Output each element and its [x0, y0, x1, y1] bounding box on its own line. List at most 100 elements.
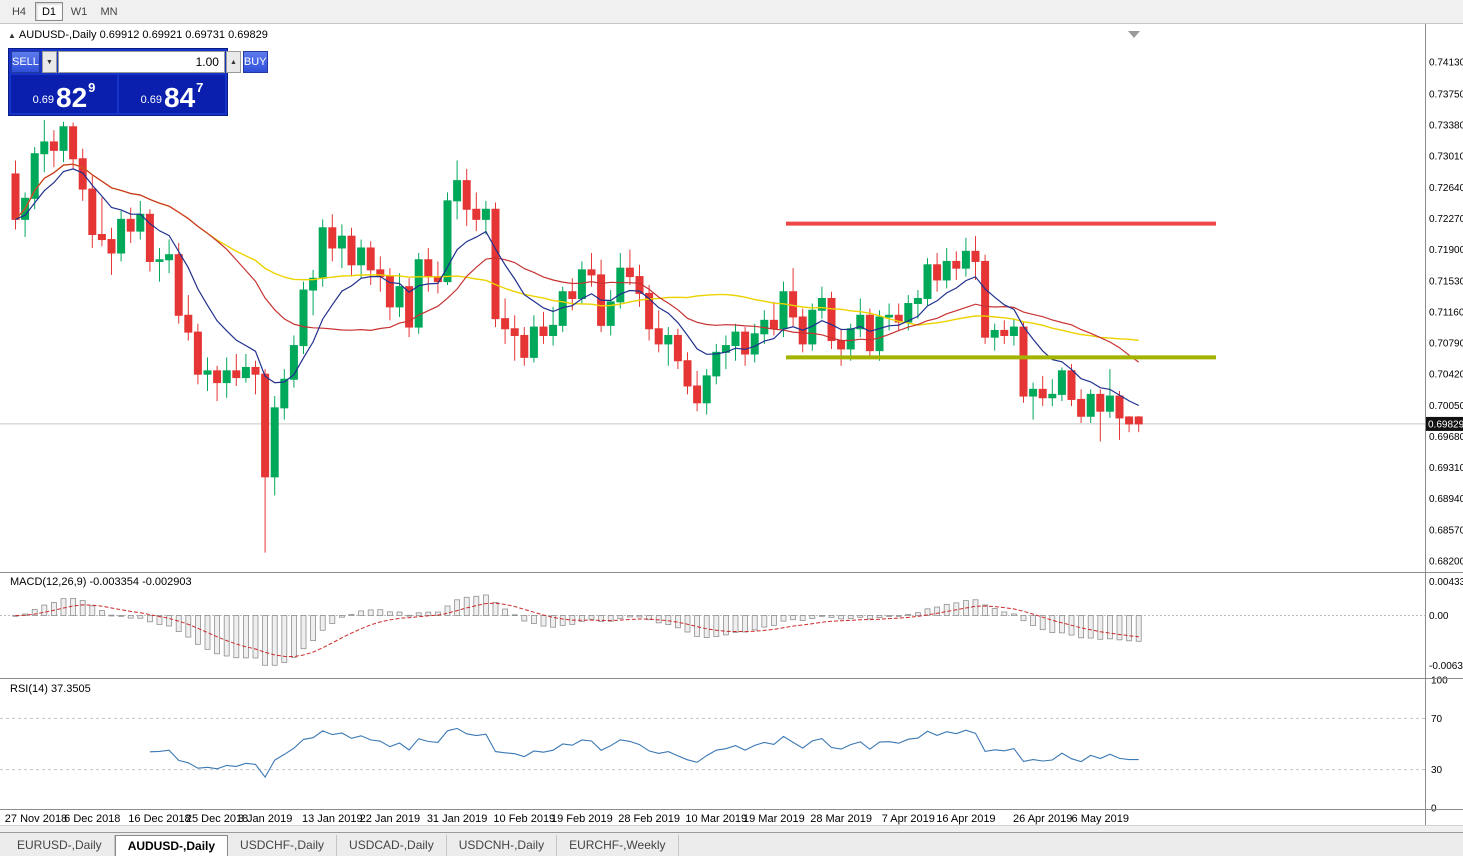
timeframe-button-mn[interactable]: MN [95, 2, 123, 21]
macd-bar [742, 615, 748, 633]
date-axis-label: 19 Mar 2019 [743, 813, 805, 825]
candle [107, 239, 116, 254]
candle [625, 267, 634, 278]
timeframe-button-d1[interactable]: D1 [35, 2, 63, 21]
sell-price-big: 82 [56, 82, 88, 113]
rsi-line [149, 727, 1139, 779]
candle [856, 314, 865, 330]
macd-bar [1126, 615, 1132, 642]
date-axis-label: 3 Jan 2019 [238, 813, 292, 825]
candle [645, 292, 654, 330]
candle [203, 370, 212, 375]
chart-tab-usdcnh-daily[interactable]: USDCNH-,Daily [447, 835, 558, 856]
ohlc-readout: 0.69912 0.69921 0.69731 0.69829 [99, 29, 268, 41]
buy-button[interactable]: BUY [242, 51, 268, 73]
chart-tab-audusd-daily[interactable]: AUDUSD-,Daily [114, 835, 229, 856]
candle [837, 340, 846, 350]
macd-axis-label: -0.006371 [1429, 661, 1463, 672]
volume-decrease-button[interactable]: ▼ [41, 51, 57, 73]
candle [155, 259, 164, 262]
candle [1000, 329, 1009, 336]
candle [30, 153, 39, 199]
date-axis-label: 6 May 2019 [1072, 813, 1129, 825]
candle [1057, 370, 1066, 395]
volume-input[interactable] [57, 51, 225, 73]
candle [174, 254, 183, 316]
current-price-tag [1426, 416, 1463, 431]
rsi-axis-label: 30 [1431, 765, 1443, 776]
price-axis-label: 0.71530 [1429, 276, 1463, 287]
price-axis-label: 0.73010 [1429, 152, 1463, 163]
candle [961, 250, 970, 269]
candle [529, 326, 538, 358]
candle [424, 259, 433, 278]
sell-button[interactable]: SELL [11, 51, 40, 73]
macd-bar [1059, 615, 1065, 634]
candle [1067, 370, 1076, 400]
candle [606, 301, 615, 326]
candle [261, 373, 270, 478]
macd-bar [233, 615, 240, 659]
candle [385, 276, 394, 308]
macd-bar [771, 615, 777, 626]
scroll-shift-marker[interactable] [1128, 31, 1140, 38]
volume-increase-button[interactable]: ▲ [225, 51, 241, 73]
rsi-axis-label: 70 [1431, 714, 1443, 725]
candle [1038, 388, 1047, 399]
sell-price-display[interactable]: 0.69 82 9 [11, 75, 117, 113]
ma-mid-line [15, 163, 1140, 363]
timeframe-button-h4[interactable]: H4 [5, 2, 33, 21]
macd-bar [185, 615, 192, 638]
macd-bar [1049, 615, 1056, 633]
price-axis-label: 0.71160 [1429, 307, 1463, 318]
candle [616, 267, 625, 303]
date-axis-label: 16 Dec 2018 [128, 813, 190, 825]
macd-bar [1097, 615, 1104, 640]
macd-bar [751, 615, 758, 631]
chart-tab-eurusd-daily[interactable]: EURUSD-,Daily [5, 835, 115, 856]
buy-price-display[interactable]: 0.69 84 7 [119, 75, 225, 113]
macd-bar [550, 615, 556, 628]
macd-bar [694, 615, 700, 637]
macd-bar [406, 614, 413, 617]
macd-bar [358, 610, 365, 616]
candle [357, 247, 366, 266]
date-axis-label: 25 Dec 2018 [186, 813, 248, 825]
macd-bar [665, 615, 672, 626]
macd-bar [703, 615, 710, 638]
macd-bar [386, 611, 393, 616]
horizontal-scroll-strip[interactable] [0, 825, 1463, 832]
macd-bar [329, 615, 336, 624]
timeframe-button-w1[interactable]: W1 [65, 2, 93, 21]
chart-tab-usdchf-daily[interactable]: USDCHF-,Daily [228, 835, 338, 856]
one-click-trading-panel: SELL ▼ ▲ BUY 0.69 82 9 0.69 84 7 [8, 48, 268, 116]
candle [654, 328, 663, 345]
chart-tab-eurchf-weekly[interactable]: EURCHF-,Weekly [557, 835, 679, 856]
candle [40, 141, 49, 155]
candle [1096, 393, 1105, 412]
price-axis-label: 0.70420 [1429, 370, 1463, 381]
chart-title: ▲ AUDUSD-,Daily 0.69912 0.69921 0.69731 0… [8, 29, 268, 41]
macd-bar [271, 615, 278, 666]
date-axis-label: 10 Mar 2019 [685, 813, 747, 825]
macd-bar [1039, 615, 1046, 631]
collapse-panel-icon[interactable]: ▲ [8, 31, 16, 40]
candle [577, 269, 586, 299]
candle [1115, 395, 1124, 419]
chart-tab-usdcad-daily[interactable]: USDCAD-,Daily [337, 835, 447, 856]
candle [885, 314, 894, 318]
macd-bar [204, 615, 211, 650]
price-axis-label: 0.72270 [1429, 214, 1463, 225]
macd-bar [867, 615, 873, 620]
candle [69, 126, 78, 160]
macd-bar [799, 615, 806, 621]
macd-bar [991, 608, 998, 616]
candle [299, 289, 308, 347]
candle [309, 277, 318, 291]
candle [510, 328, 519, 336]
candle [875, 316, 884, 352]
macd-bar [934, 606, 940, 616]
